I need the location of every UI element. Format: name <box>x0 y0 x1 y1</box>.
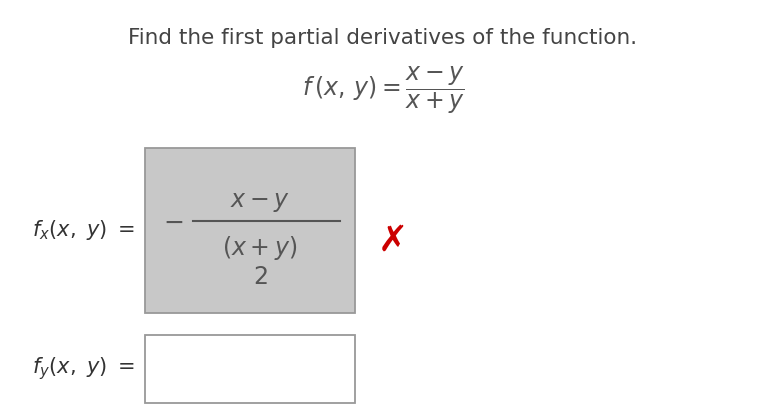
Text: $f_x(\mathit{x},\ \mathit{y})\ =$: $f_x(\mathit{x},\ \mathit{y})\ =$ <box>31 219 135 242</box>
Text: $(\mathit{x} + \mathit{y})$: $(\mathit{x} + \mathit{y})$ <box>222 234 298 263</box>
Text: $\mathit{f}\,(\mathit{x},\,\mathit{y}) = \dfrac{\mathit{x} - \mathit{y}}{\mathit: $\mathit{f}\,(\mathit{x},\,\mathit{y}) =… <box>302 65 464 116</box>
Text: $-$: $-$ <box>163 211 183 234</box>
FancyBboxPatch shape <box>145 148 355 313</box>
Text: ✗: ✗ <box>378 224 408 257</box>
Text: $\mathit{x} - \mathit{y}$: $\mathit{x} - \mathit{y}$ <box>230 191 290 214</box>
Text: $2$: $2$ <box>253 268 267 290</box>
Text: Find the first partial derivatives of the function.: Find the first partial derivatives of th… <box>129 28 637 48</box>
FancyBboxPatch shape <box>145 335 355 403</box>
Text: $f_y(\mathit{x},\ \mathit{y})\ =$: $f_y(\mathit{x},\ \mathit{y})\ =$ <box>31 356 135 382</box>
